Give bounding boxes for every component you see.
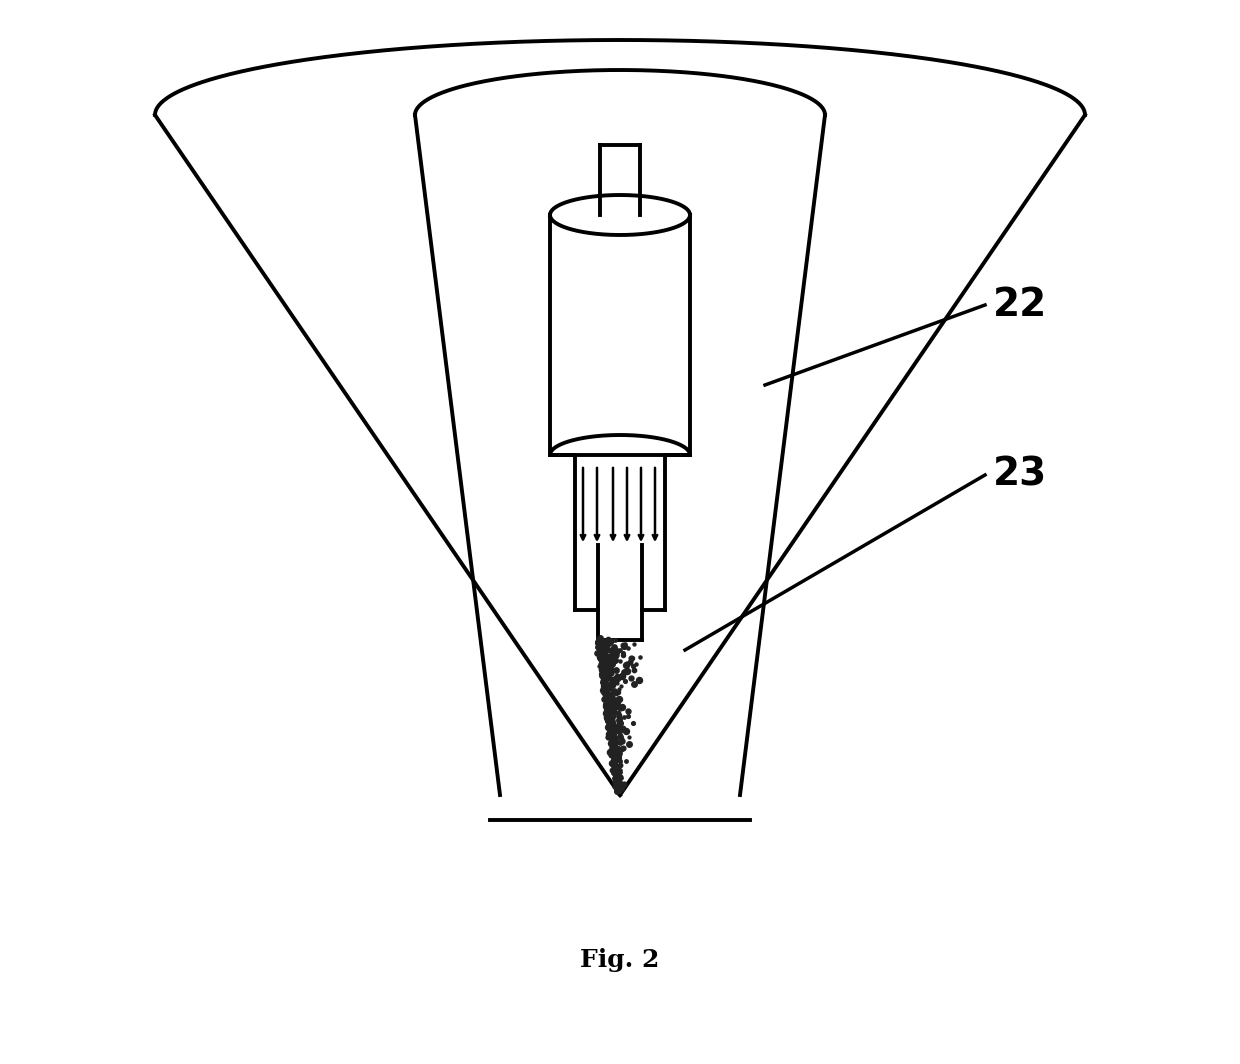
- Text: 23: 23: [993, 456, 1048, 494]
- Text: Fig. 2: Fig. 2: [580, 948, 660, 972]
- Text: 22: 22: [993, 286, 1048, 325]
